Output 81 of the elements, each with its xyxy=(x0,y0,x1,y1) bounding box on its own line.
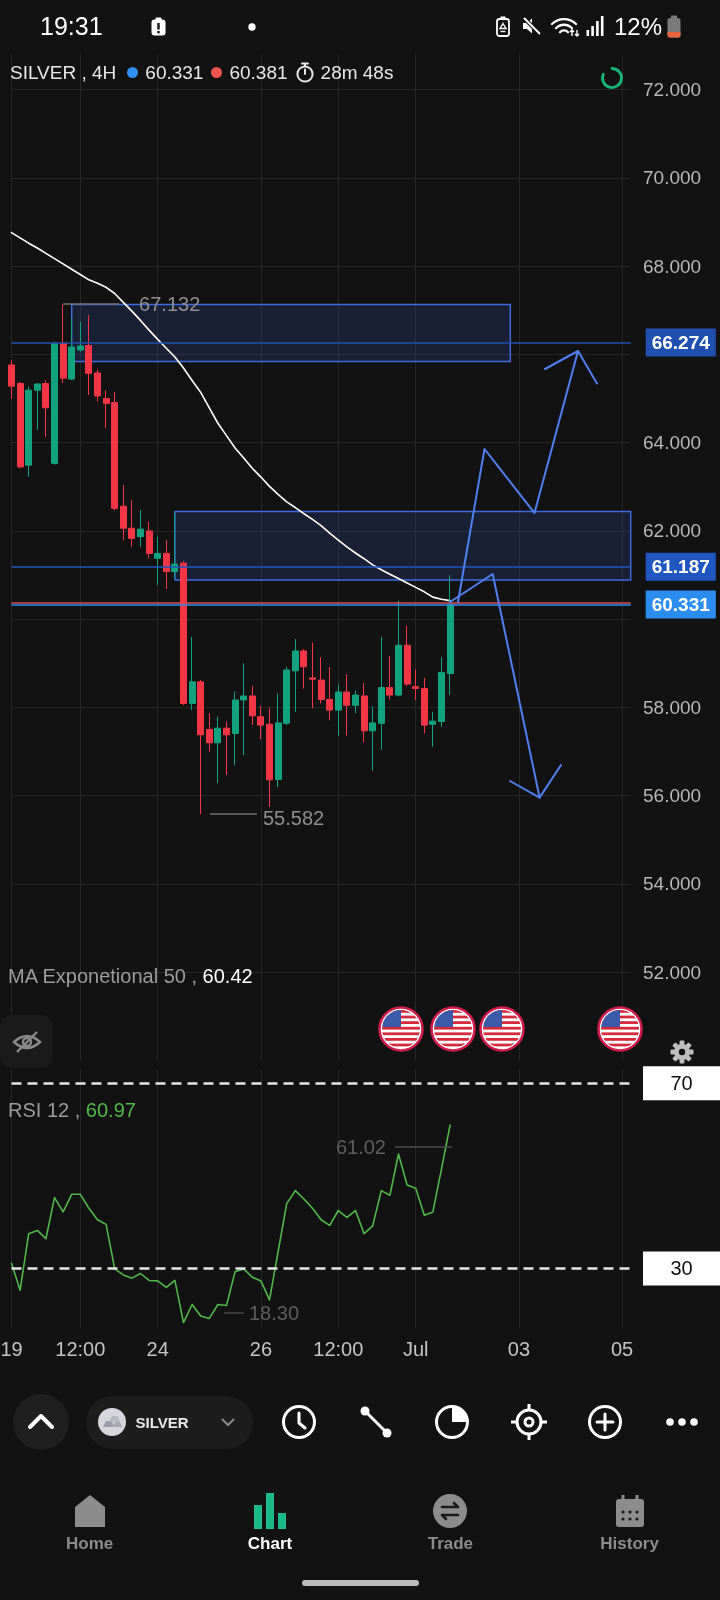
candlestick xyxy=(34,382,41,431)
x-tick-label: 19 xyxy=(0,1337,23,1360)
x-tick-label: 24 xyxy=(146,1337,169,1360)
x-tick-label: 26 xyxy=(249,1337,273,1360)
candlestick xyxy=(292,638,299,713)
annotation: 18.30 xyxy=(249,1302,300,1324)
annotation: 61.02 xyxy=(335,1136,386,1158)
line-series xyxy=(10,1124,451,1324)
candlestick xyxy=(8,359,15,400)
y-tick-label: 70.000 xyxy=(643,167,702,189)
annotation: 55.582 xyxy=(263,807,325,829)
y-tick-label: 30 xyxy=(670,1257,693,1280)
annotation: 28m 48s xyxy=(320,61,394,83)
candlestick xyxy=(447,574,454,696)
candlestick xyxy=(17,381,24,469)
candlestick xyxy=(395,600,402,697)
candlestick xyxy=(257,705,264,740)
y-tick-label: 68.000 xyxy=(643,255,702,277)
candlestick xyxy=(94,369,101,403)
text: History xyxy=(600,1533,659,1553)
candlestick xyxy=(386,655,393,700)
candlestick xyxy=(412,668,419,701)
annotation: 60.331 xyxy=(145,61,204,83)
text: Chart xyxy=(247,1533,293,1553)
candlestick xyxy=(154,536,161,586)
chart-title: SILVER , 4H xyxy=(10,61,117,83)
candlestick xyxy=(369,706,376,772)
candlestick xyxy=(42,379,49,438)
line-series xyxy=(10,231,451,602)
candlestick xyxy=(404,625,411,687)
text: 12% xyxy=(613,12,662,40)
candlestick xyxy=(378,636,385,751)
candlestick xyxy=(206,712,213,753)
y-tick-label: 70 xyxy=(670,1072,693,1095)
x-tick-label: Jul xyxy=(402,1337,429,1360)
y-tick-label: 56.000 xyxy=(643,785,702,807)
candlestick xyxy=(51,341,58,466)
y-tick-label: 54.000 xyxy=(643,873,702,895)
candlestick xyxy=(60,303,67,384)
ref-line-label: 60.331 xyxy=(651,594,711,616)
y-tick-label: 72.000 xyxy=(643,79,702,101)
candlestick xyxy=(438,656,445,728)
candlestick xyxy=(343,673,350,737)
text: Trade xyxy=(427,1533,474,1553)
y-tick-label: 52.000 xyxy=(643,961,702,983)
candlestick xyxy=(85,314,92,396)
ref-line-label: 61.187 xyxy=(651,556,710,578)
candlestick xyxy=(429,711,436,748)
y-tick-label: 58.000 xyxy=(643,696,702,718)
annotation: 60.381 xyxy=(229,61,288,83)
candlestick xyxy=(214,716,221,784)
candlestick xyxy=(77,321,84,353)
text: 19:31 xyxy=(40,12,103,40)
ref-line-label: 66.274 xyxy=(651,331,711,353)
candlestick xyxy=(249,685,256,726)
y-tick-label: 64.000 xyxy=(643,432,702,454)
candlestick xyxy=(266,706,273,808)
candlestick xyxy=(163,539,170,590)
annotation: MA Exponetional 50 , 60.42 xyxy=(8,965,253,987)
candlestick xyxy=(300,648,307,689)
candlestick xyxy=(137,509,144,548)
candlestick xyxy=(421,677,428,734)
candlestick xyxy=(68,317,75,381)
candlestick xyxy=(25,386,32,478)
candlestick xyxy=(189,636,196,711)
x-tick-label: 05 xyxy=(610,1337,634,1360)
candlestick xyxy=(197,679,204,815)
candlestick xyxy=(309,642,316,709)
x-tick-label: 12:00 xyxy=(313,1337,364,1360)
candlestick xyxy=(361,682,368,743)
candlestick xyxy=(223,721,230,776)
y-tick-label: 62.000 xyxy=(643,520,702,542)
x-tick-label: 12:00 xyxy=(55,1337,106,1360)
candlestick xyxy=(335,684,342,737)
candlestick xyxy=(180,560,187,706)
text: SILVER xyxy=(135,1413,189,1431)
annotation: RSI 12 , 60.97 xyxy=(8,1099,136,1122)
candlestick xyxy=(352,690,359,714)
x-tick-label: 03 xyxy=(507,1337,531,1360)
candlestick xyxy=(146,521,153,559)
text: Home xyxy=(65,1533,114,1553)
